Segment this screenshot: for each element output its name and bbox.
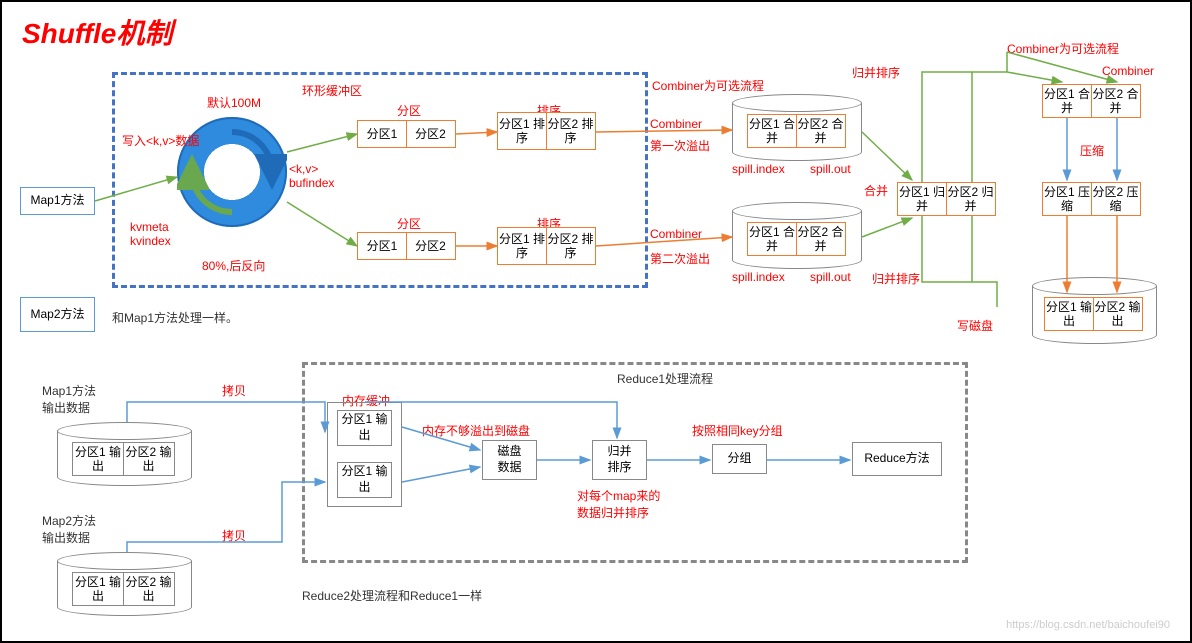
p2-comp: 分区2 压缩 [1091, 182, 1141, 216]
kv-bufindex-label: <k,v> bufindex [289, 162, 334, 190]
p2-out-r: 分区2 输出 [1093, 297, 1143, 331]
p2-merge-r: 分区2 合并 [1091, 84, 1141, 118]
p2-gj: 分区2 归并 [946, 182, 996, 216]
group-box: 分组 [712, 444, 767, 474]
merge-sort1-label: 归并排序 [852, 64, 900, 81]
spill-index1-label: spill.index [732, 162, 785, 176]
second-spill-label: 第二次溢出 [650, 250, 710, 267]
partition-bot-label: 分区 [397, 215, 421, 232]
partition-top-label: 分区 [397, 102, 421, 119]
p1-sort-bot: 分区1 排序 [497, 227, 547, 265]
watermark: https://blog.csdn.net/baichoufei90 [1006, 619, 1170, 631]
group-by-key-label: 按照相同key分组 [692, 422, 783, 439]
mem-buf-outer [327, 402, 402, 507]
combiner-top-label: Combiner [650, 117, 702, 131]
map2-out-pair: 分区1 输出 分区2 输出 [72, 572, 175, 606]
write-disk-label: 写磁盘 [957, 317, 993, 334]
p1-gj: 分区1 归并 [897, 182, 947, 216]
disk-data-box: 磁盘 数据 [482, 440, 537, 480]
compress-label: 压缩 [1080, 142, 1104, 159]
write-kv-label: 写入<k,v>数据 [122, 132, 199, 149]
spill-merge-pair-top: 分区1 合并 分区2 合并 [747, 114, 846, 148]
map2-p2out: 分区2 输出 [123, 572, 175, 606]
p1-sort-top: 分区1 排序 [497, 112, 547, 150]
ring-buffer-label: 环形缓冲区 [302, 82, 362, 99]
p1-merge-top: 分区1 合并 [747, 114, 797, 148]
map2-p1out: 分区1 输出 [72, 572, 124, 606]
combiner-bot-label: Combiner [650, 227, 702, 241]
spill-out2-label: spill.out [810, 270, 851, 284]
mem-spill-label: 内存不够溢出到磁盘 [422, 422, 530, 439]
p1-out-r: 分区1 输出 [1044, 297, 1094, 331]
combiner-optional1-label: Combiner为可选流程 [652, 77, 764, 94]
same-as-map1-label: 和Map1方法处理一样。 [112, 309, 238, 326]
kvmeta-kvindex-label: kvmeta kvindex [130, 220, 171, 248]
combiner-optional2-label: Combiner为可选流程 [1007, 40, 1119, 57]
reduce-method-box: Reduce方法 [852, 442, 942, 476]
map1-method-box: Map1方法 [20, 187, 95, 215]
spill-index2-label: spill.index [732, 270, 785, 284]
map2-out-data-label: Map2方法 输出数据 [42, 512, 96, 546]
first-spill-label: 第一次溢出 [650, 137, 710, 154]
p2-sort-bot: 分区2 排序 [546, 227, 596, 265]
partition2-bot: 分区2 [406, 232, 456, 260]
copy1-label: 拷贝 [222, 382, 246, 399]
merge-sort2-label: 归并排序 [872, 270, 920, 287]
spill-out1-label: spill.out [810, 162, 851, 176]
partition-pair-top: 分区1 分区2 [357, 120, 456, 148]
compress-pair: 分区1 压缩 分区2 压缩 [1042, 182, 1141, 216]
spill-merge-pair-bot: 分区1 合并 分区2 合并 [747, 222, 846, 256]
map1-p2out: 分区2 输出 [123, 442, 175, 476]
default-100m-label: 默认100M [207, 94, 261, 111]
per-map-merge-label: 对每个map来的 数据归并排序 [577, 487, 660, 521]
p1-merge-r: 分区1 合并 [1042, 84, 1092, 118]
partition-pair-bot: 分区1 分区2 [357, 232, 456, 260]
combiner-merge-pair: 分区1 合并 分区2 合并 [1042, 84, 1141, 118]
partition1-top: 分区1 [357, 120, 407, 148]
combiner-right-label: Combiner [1102, 64, 1154, 78]
output-pair-right: 分区1 输出 分区2 输出 [1044, 297, 1143, 331]
p2-merge-top: 分区2 合并 [796, 114, 846, 148]
merge-label: 合并 [864, 182, 888, 199]
p1-merge-bot: 分区1 合并 [747, 222, 797, 256]
reduce2-same-label: Reduce2处理流程和Reduce1一样 [302, 587, 482, 604]
p2-merge-bot: 分区2 合并 [796, 222, 846, 256]
eighty-reverse-label: 80%,后反向 [202, 257, 265, 274]
map1-p1out: 分区1 输出 [72, 442, 124, 476]
partition2-top: 分区2 [406, 120, 456, 148]
map2-method-box: Map2方法 [20, 297, 95, 332]
merge-sort-pair: 分区1 归并 分区2 归并 [897, 182, 996, 216]
reduce1-flow-label: Reduce1处理流程 [617, 370, 713, 387]
page-title: Shuffle机制 [22, 12, 172, 52]
sort-pair-top: 分区1 排序 分区2 排序 [497, 112, 596, 150]
merge-sort-box: 归并 排序 [592, 440, 647, 480]
sort-pair-bot: 分区1 排序 分区2 排序 [497, 227, 596, 265]
p1-comp: 分区1 压缩 [1042, 182, 1092, 216]
partition1-bot: 分区1 [357, 232, 407, 260]
p2-sort-top: 分区2 排序 [546, 112, 596, 150]
map1-out-pair: 分区1 输出 分区2 输出 [72, 442, 175, 476]
map1-out-data-label: Map1方法 输出数据 [42, 382, 96, 416]
copy2-label: 拷贝 [222, 527, 246, 544]
